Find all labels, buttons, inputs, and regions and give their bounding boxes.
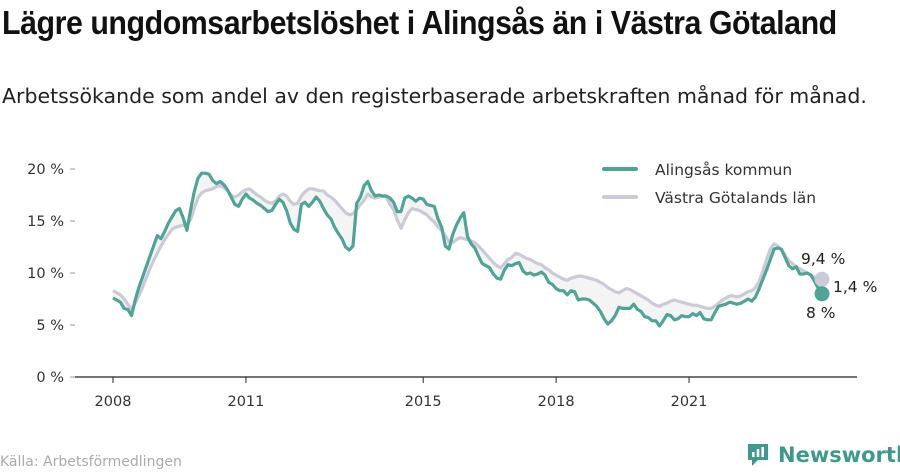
y-tick-label: 20 %: [27, 162, 64, 178]
end-marker-alingsas-kommun: [814, 286, 830, 302]
end-markers: [814, 271, 830, 302]
chart-subtitle: Arbetssökande som andel av den registerb…: [2, 84, 867, 108]
legend-item-vastra-gotalands-lan: Västra Götalands län: [602, 189, 816, 207]
x-tick-label: 2011: [227, 394, 264, 410]
x-axis: 2008 2011 2015 2018 2021: [75, 376, 857, 410]
x-tick-label: 2021: [671, 394, 708, 410]
legend: Alingsås kommun Västra Götalands län: [602, 161, 816, 207]
source-note: Källa: Arbetsförmedlingen: [0, 454, 182, 470]
y-axis: 0 % 5 % 10 % 15 % 20 %: [27, 162, 75, 386]
gap-area: [113, 173, 822, 326]
x-tick-label: 2018: [538, 394, 575, 410]
x-tick-label: 2015: [405, 394, 442, 410]
y-tick-label: 5 %: [36, 318, 64, 334]
newsworthy-logo: Newsworthy: [746, 442, 900, 468]
legend-item-alingsas-kommun: Alingsås kommun: [602, 161, 792, 179]
legend-label-alingsas-kommun: Alingsås kommun: [655, 161, 792, 179]
y-tick-label: 10 %: [27, 266, 64, 282]
end-label-vastra-gotalands-lan: 9,4 %: [801, 250, 845, 268]
newsworthy-logo-icon: [748, 444, 768, 466]
y-tick-label: 15 %: [27, 214, 64, 230]
legend-label-vastra-gotalands-lan: Västra Götalands län: [655, 189, 816, 207]
end-label-alingsas-kommun: 8 %: [806, 304, 836, 322]
chart-title: Lägre ungdomsarbetslöshet i Alingsås än …: [2, 4, 837, 41]
series-line-alingsas-kommun: [112, 171, 824, 328]
newsworthy-brand-name: Newsworthy: [778, 443, 900, 467]
y-tick-label: 0 %: [36, 370, 64, 386]
x-tick-label: 2008: [95, 394, 132, 410]
end-marker-vastra-gotalands-lan: [814, 271, 830, 287]
end-label-difference: 1,4 %: [833, 278, 877, 296]
